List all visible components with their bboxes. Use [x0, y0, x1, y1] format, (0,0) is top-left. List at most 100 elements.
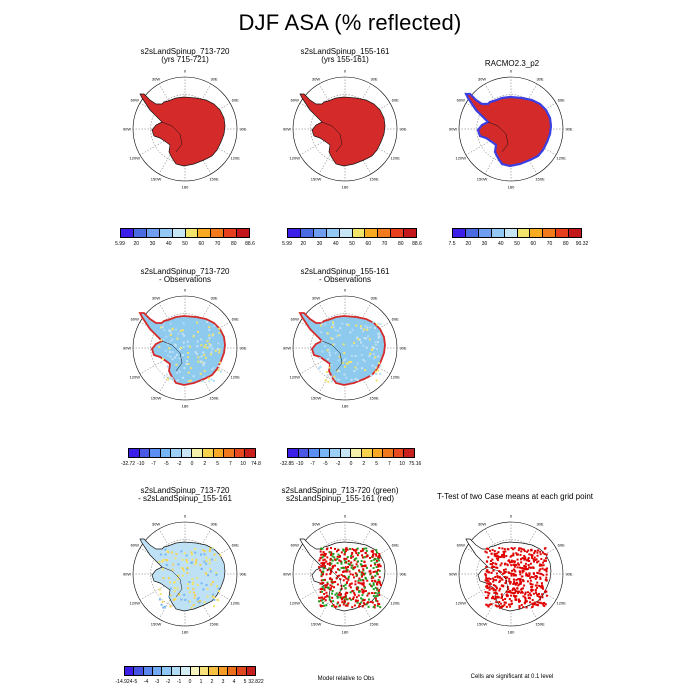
longitude-label: 150W: [477, 177, 488, 182]
grid-cell: [322, 579, 325, 582]
grid-cell: [345, 577, 348, 580]
grid-cell: [373, 357, 376, 360]
grid-cell: [197, 360, 200, 363]
grid-cell: [502, 551, 505, 554]
grid-cell: [170, 332, 173, 335]
grid-cell: [200, 338, 203, 341]
grid-cell: [338, 559, 341, 562]
grid-cell: [179, 329, 182, 332]
grid-cell: [516, 558, 519, 561]
grid-cell: [498, 555, 501, 558]
grid-cell: [160, 603, 163, 606]
grid-cell: [319, 604, 322, 607]
grid-cell: [344, 593, 347, 596]
grid-cell: [330, 578, 333, 581]
grid-cell: [499, 579, 502, 582]
grid-cell: [357, 605, 360, 608]
grid-cell: [544, 568, 547, 571]
colorbar-swatch: [185, 229, 199, 237]
grid-cell: [344, 604, 347, 607]
grid-cell: [196, 598, 199, 601]
grid-cell: [350, 598, 353, 601]
longitude-label: 60E: [232, 543, 239, 548]
grid-cell: [340, 567, 343, 570]
meridian-line: [344, 347, 391, 375]
grid-cell: [509, 605, 512, 608]
meridian-line: [318, 128, 346, 175]
grid-cell: [488, 586, 491, 589]
longitude-label: 120E: [231, 156, 241, 161]
grid-cell: [356, 601, 359, 604]
grid-cell: [374, 340, 377, 343]
grid-cell: [360, 550, 363, 553]
grid-cell: [203, 370, 206, 373]
grid-cell: [525, 567, 528, 570]
grid-cell: [175, 328, 178, 331]
grid-cell: [326, 547, 329, 550]
grid-cell: [321, 563, 324, 566]
grid-cell: [503, 572, 506, 575]
colorbar-swatch: [362, 449, 373, 457]
grid-cell: [367, 598, 370, 601]
grid-cell: [536, 586, 539, 589]
colorbar-swatch: [504, 229, 518, 237]
grid-cell: [500, 596, 503, 599]
colorbar-tick-label: 7.5: [448, 241, 456, 247]
grid-cell: [362, 565, 365, 568]
longitude-label: 30E: [210, 76, 217, 81]
longitude-label: 60W: [457, 98, 465, 103]
grid-cell: [340, 598, 343, 601]
grid-cell: [485, 566, 488, 569]
grid-cell: [330, 337, 333, 340]
grid-cell: [340, 573, 343, 576]
grid-cell: [158, 560, 161, 563]
grid-cell: [353, 593, 356, 596]
grid-cell: [508, 598, 511, 601]
colorbar-5: [287, 448, 415, 458]
caption-significance: Cells are significant at 0.1 level: [470, 674, 554, 680]
grid-cell: [511, 589, 514, 592]
grid-cell: [352, 598, 355, 601]
grid-cell: [491, 563, 494, 566]
grid-cell: [199, 360, 202, 363]
longitude-label: 60W: [131, 543, 139, 548]
grid-cell: [344, 547, 347, 550]
grid-cell: [531, 554, 534, 557]
grid-cell: [211, 347, 214, 350]
grid-cell: [360, 571, 363, 574]
grid-cell: [355, 344, 358, 347]
grid-cell: [213, 598, 216, 601]
grid-cell: [524, 591, 527, 594]
grid-cell-speckle: [158, 321, 222, 383]
ice-shelf-line: [161, 121, 183, 153]
grid-cell: [321, 585, 324, 588]
grid-cell: [504, 550, 507, 553]
grid-cell: [191, 578, 194, 581]
grid-cell: [334, 558, 337, 561]
grid-cell: [486, 584, 489, 587]
colorbar-swatch: [146, 229, 160, 237]
colorbar-swatch: [121, 229, 134, 237]
grid-cell: [330, 585, 333, 588]
grid-cell: [186, 571, 189, 574]
grid-cell: [211, 547, 214, 550]
grid-cell: [536, 601, 539, 604]
grid-cell: [540, 563, 543, 566]
grid-cell: [376, 594, 379, 597]
grid-cell: [538, 569, 541, 572]
grid-cell: [517, 598, 520, 601]
colorbar-tick-label: 40: [165, 241, 172, 247]
meridian-line: [299, 573, 346, 601]
grid-cell: [488, 583, 491, 586]
grid-cell: [334, 580, 337, 583]
grid-cell: [363, 547, 366, 550]
grid-cell: [160, 361, 163, 364]
grid-cell: [203, 560, 206, 563]
colorbar-tick-label: 30: [149, 241, 156, 247]
grid-cell: [516, 553, 519, 556]
colorbar-swatch: [159, 229, 173, 237]
grid-cell: [333, 586, 336, 589]
grid-cell: [510, 594, 513, 597]
grid-cell: [524, 593, 527, 596]
